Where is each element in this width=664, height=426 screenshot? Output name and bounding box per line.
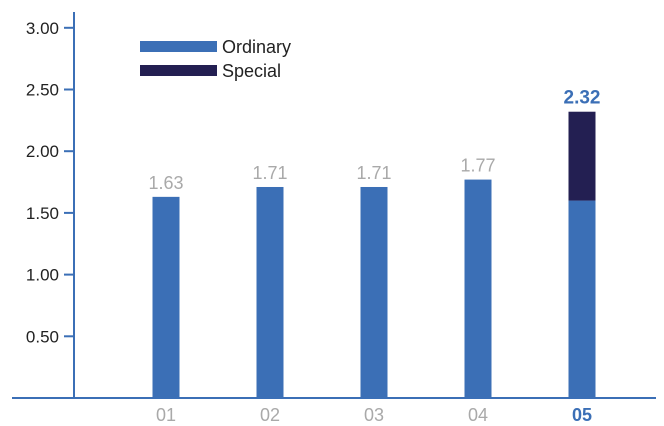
bar-value-label: 1.63 <box>148 173 183 193</box>
bar-ordinary-03 <box>360 186 388 398</box>
x-tick-label: 04 <box>468 405 488 421</box>
bar-value-label: 1.71 <box>252 163 287 183</box>
x-tick-label: 02 <box>260 405 280 421</box>
axes: 0.50 1.00 1.50 2.00 2.50 3.00 <box>12 12 656 399</box>
bar-ordinary-05 <box>568 200 596 398</box>
bar-value-label: 1.71 <box>356 163 391 183</box>
y-tick-label: 2.00 <box>26 142 59 161</box>
y-tick-label: 1.50 <box>26 204 59 223</box>
legend-label: Ordinary <box>222 37 291 57</box>
x-tick-label: 03 <box>364 405 384 421</box>
legend-swatch-special <box>140 65 217 76</box>
x-tick-label: 01 <box>156 405 176 421</box>
bar-special-05 <box>568 111 596 201</box>
y-tick-label: 2.50 <box>26 81 59 100</box>
legend-swatch-ordinary <box>140 41 217 52</box>
legend-label: Special <box>222 61 281 81</box>
labels: 1.63 01 1.71 02 1.71 03 1.77 04 2.32 05 <box>148 88 601 425</box>
y-tick-label: 1.00 <box>26 266 59 285</box>
bars <box>152 111 596 398</box>
y-tick-label: 0.50 <box>26 327 59 346</box>
y-tick-label: 3.00 <box>26 19 59 38</box>
bar-value-label: 2.32 <box>564 88 601 109</box>
bar-ordinary-01 <box>152 196 180 398</box>
bar-ordinary-04 <box>464 179 492 398</box>
bar-value-label: 1.77 <box>460 156 495 176</box>
bar-ordinary-02 <box>256 186 284 398</box>
x-tick-label: 05 <box>572 405 592 421</box>
legend: Ordinary Special <box>140 37 291 81</box>
